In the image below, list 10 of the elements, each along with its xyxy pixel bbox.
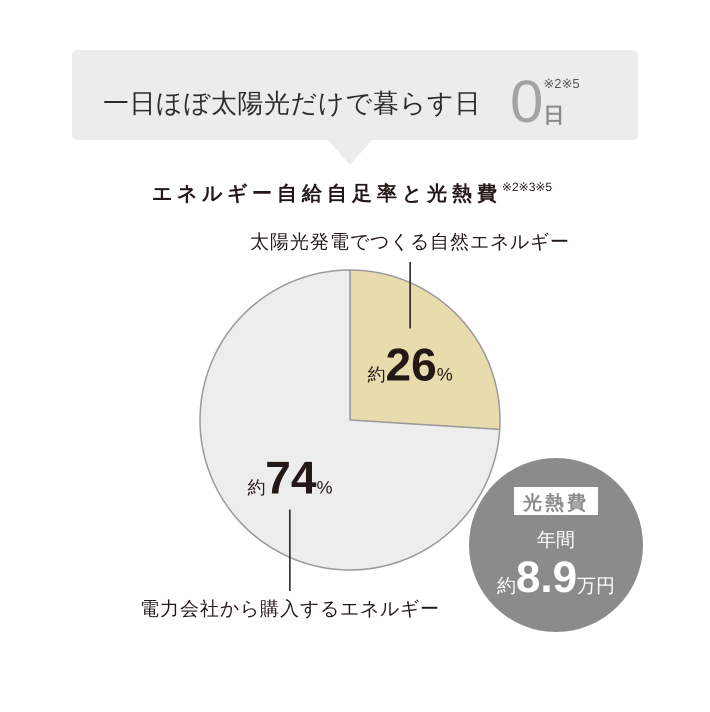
text: 年間 bbox=[537, 530, 575, 551]
slice-label: 電力会社から購入するエネルギー bbox=[140, 599, 440, 620]
slice-label: 太陽光発電でつくる自然エネルギー bbox=[250, 232, 570, 253]
data-label: 約74% bbox=[247, 451, 332, 504]
text: 一日ほぼ太陽光だけで暮らす日 bbox=[103, 88, 481, 118]
text: 約8.9万円 bbox=[496, 553, 616, 602]
text: 光熱費 bbox=[522, 492, 589, 514]
data-label: 約26% bbox=[368, 338, 453, 391]
chart-title: エネルギー自給自足率と光熱費$^{※2※3※5}$ bbox=[152, 180, 552, 205]
pie-slice bbox=[199, 269, 500, 571]
